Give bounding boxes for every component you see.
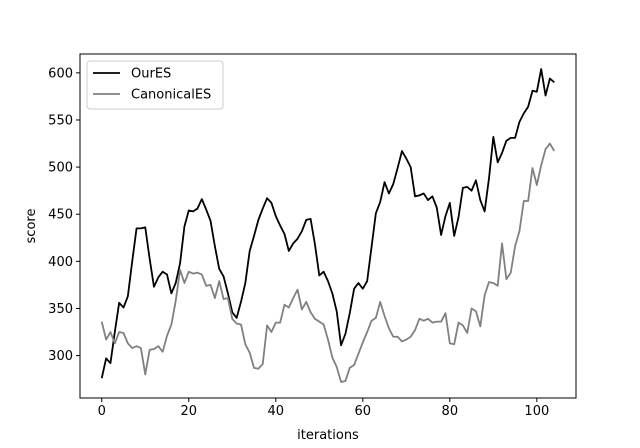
y-tick-label: 450 (48, 208, 73, 223)
x-tick-label: 100 (524, 404, 549, 419)
y-tick-label: 400 (48, 255, 73, 270)
y-axis-label: score (24, 209, 39, 244)
x-tick-label: 20 (180, 404, 197, 419)
x-tick-label: 60 (355, 404, 372, 419)
x-axis-label: iterations (297, 428, 359, 443)
y-tick-label: 550 (48, 113, 73, 128)
series-line-oures (100, 68, 555, 379)
series-line-canonicales (100, 142, 556, 383)
legend: OurES CanonicalES (86, 60, 224, 110)
x-tick-label: 80 (442, 404, 459, 419)
y-axis-ticks: 300 350 400 450 500 550 600 (48, 66, 80, 364)
y-tick-label: 500 (48, 161, 73, 176)
y-tick-label: 300 (48, 349, 73, 364)
x-tick-label: 40 (268, 404, 285, 419)
series-layer (100, 68, 556, 383)
y-tick-label: 350 (48, 302, 73, 317)
axes-frame (79, 53, 577, 399)
y-tick-label: 600 (48, 66, 73, 81)
x-tick-label: 0 (98, 404, 106, 419)
legend-box (86, 60, 224, 110)
x-axis-ticks: 0 20 40 60 80 100 (98, 398, 549, 419)
legend-entry-oures: OurES (131, 67, 171, 82)
legend-entry-canonicales: CanonicalES (131, 88, 211, 103)
